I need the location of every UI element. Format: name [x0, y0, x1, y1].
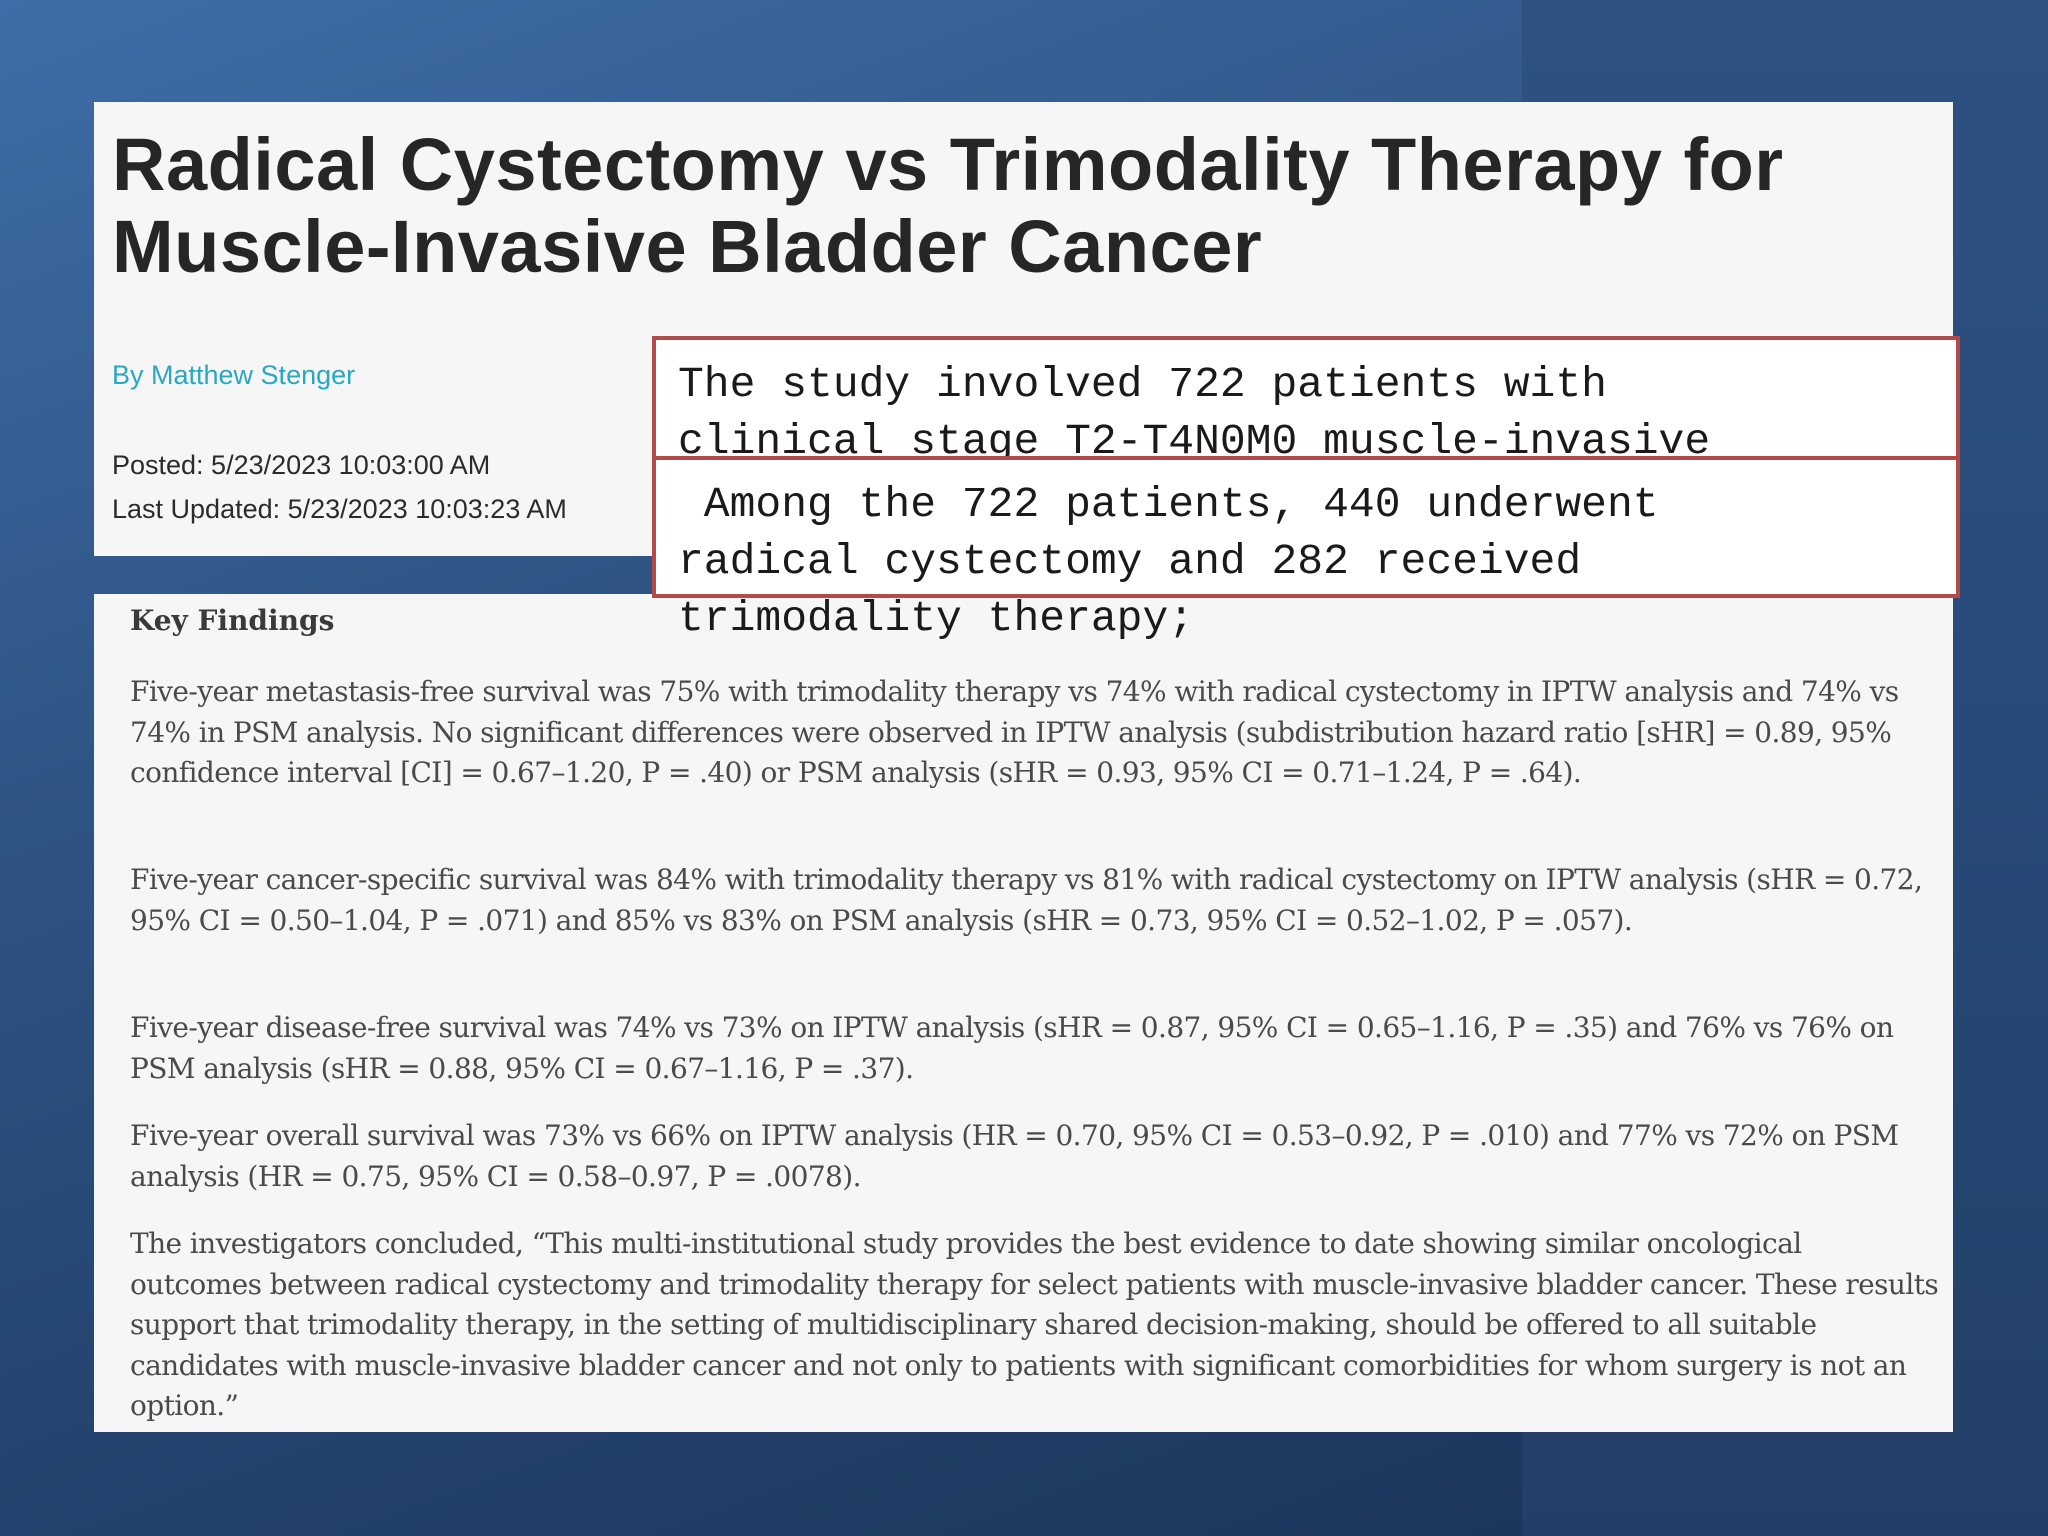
finding-cancer-specific-survival: Five-year cancer-specific survival was 8…	[130, 863, 1923, 937]
investigators-conclusion: The investigators concluded, “This multi…	[130, 1227, 1939, 1422]
treatment-groups-text: Among the 722 patients, 440 underwent ra…	[678, 480, 1659, 643]
article-header: Radical Cystectomy vs Trimodality Therap…	[94, 102, 1953, 556]
finding-disease-free-survival: Five-year disease-free survival was 74% …	[130, 1011, 1894, 1085]
last-updated-date: Last Updated: 5/23/2023 10:03:23 AM	[112, 494, 567, 524]
treatment-groups-callout: Among the 722 patients, 440 underwent ra…	[652, 456, 1960, 643]
key-findings-section: Key Findings Five-year metastasis-free s…	[94, 594, 1953, 1432]
study-population-callout: The study involved 722 patients with cli…	[652, 336, 1960, 462]
posted-date: Posted: 5/23/2023 10:03:00 AM	[112, 450, 491, 480]
author-link[interactable]: By Matthew Stenger	[112, 360, 356, 390]
key-findings-heading: Key Findings	[130, 604, 335, 637]
finding-overall-survival: Five-year overall survival was 73% vs 66…	[130, 1119, 1899, 1193]
study-population-text: The study involved 722 patients with cli…	[678, 360, 1711, 462]
article-title: Radical Cystectomy vs Trimodality Therap…	[112, 123, 1784, 288]
finding-metastasis-free-survival: Five-year metastasis-free survival was 7…	[130, 675, 1899, 789]
